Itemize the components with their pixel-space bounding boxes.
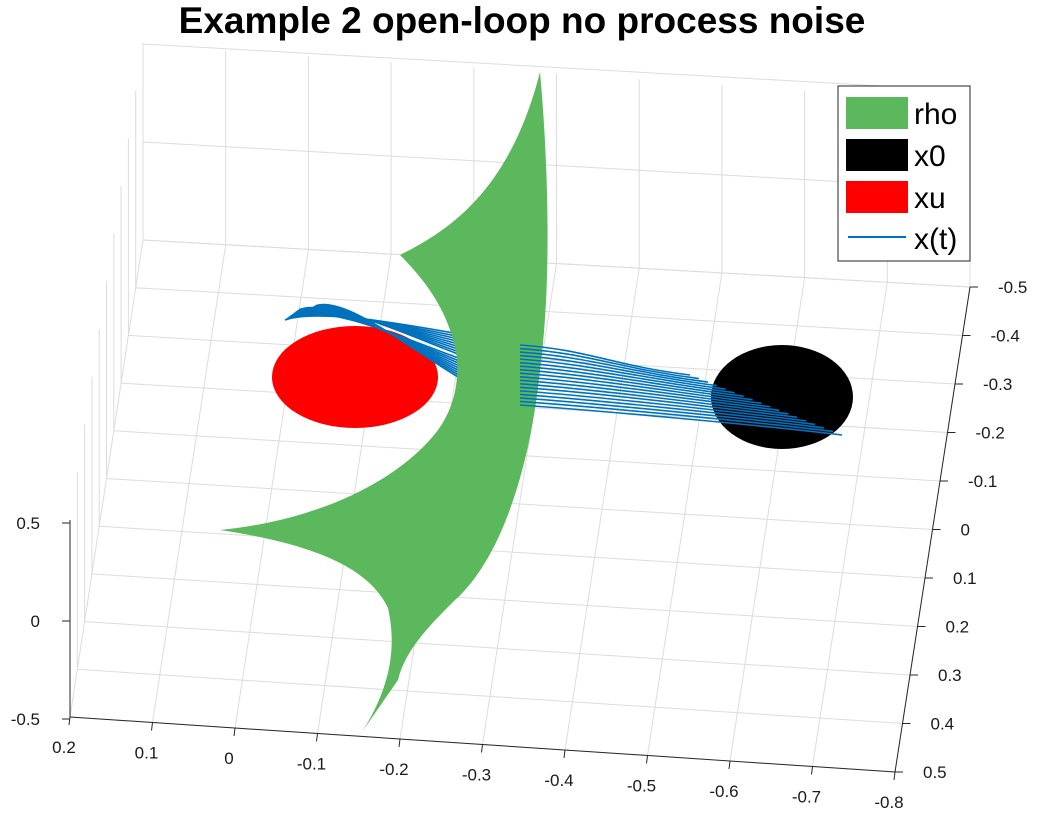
- xu-disk: [272, 326, 438, 428]
- trajectory-line: [519, 347, 700, 380]
- y-tick-label: -0.3: [983, 375, 1012, 394]
- y-tick-label: 0: [961, 521, 970, 540]
- x-tick-label: -0.6: [709, 782, 738, 801]
- x-tick-label: -0.8: [874, 793, 903, 812]
- trajectory-line: [519, 390, 807, 422]
- y-tick-label: 0.4: [931, 715, 955, 734]
- y-tick-label: -0.4: [991, 327, 1020, 346]
- x-tick-mark: [316, 733, 318, 742]
- legend-label-x0: x0: [914, 140, 946, 173]
- x-tick-label: 0: [224, 749, 233, 768]
- floor-grid-line-y: [135, 287, 963, 336]
- x-tick-mark: [233, 727, 236, 737]
- y-axis-ticks: -0.5 -0.4 -0.3 -0.2 -0.1 0 0.1 0.2 0.3 0.4 0.5: [895, 278, 1027, 782]
- trajectory-line: [519, 365, 744, 397]
- trajectory-line: [519, 383, 789, 415]
- floor-grid-line-y: [77, 668, 903, 724]
- x-tick-mark: [398, 738, 401, 748]
- x-tick-mark: [563, 749, 566, 759]
- x-tick-mark: [893, 771, 896, 781]
- y-tick-label: 0.1: [953, 569, 977, 588]
- legend-label-rho: rho: [914, 98, 957, 131]
- y-tick-label: -0.2: [976, 424, 1005, 443]
- floor-grid-line-y: [84, 621, 911, 676]
- x-tick-mark: [728, 760, 731, 770]
- z-axis-ticks: 0.5 0 -0.5: [11, 514, 70, 729]
- x0-disk: [711, 345, 853, 449]
- trajectory-line: [519, 368, 753, 401]
- trajectory-line: [519, 375, 771, 408]
- z-tick-label: 0: [31, 612, 40, 631]
- trajectory-line: [519, 397, 825, 429]
- trajectory-line: [519, 404, 843, 436]
- grid-lines: [69, 43, 971, 773]
- floor-grid-line-y: [91, 573, 918, 627]
- back-wall-grid-line: [142, 239, 971, 288]
- z-tick-label: 0.5: [16, 514, 40, 533]
- trajectory-line: [519, 358, 726, 390]
- trajectory-line: [519, 344, 691, 376]
- trajectory-line: [519, 351, 708, 383]
- x-tick-label: -0.4: [544, 771, 573, 790]
- legend-swatch-xu: [846, 181, 908, 213]
- floor-grid-line-y: [106, 478, 933, 530]
- floor-grid-line-y: [99, 525, 926, 579]
- trajectory-series-front: [519, 344, 843, 436]
- x-tick-label: 0.1: [135, 744, 159, 763]
- x-tick-mark: [151, 722, 153, 731]
- trajectory-line: [519, 354, 717, 387]
- y-tick-label: -0.1: [968, 472, 997, 491]
- x-tick-mark: [811, 766, 813, 775]
- trajectory-line: [519, 400, 834, 433]
- trajectory-line: [519, 372, 762, 405]
- x-tick-mark: [68, 716, 71, 726]
- x-tick-label: 0.2: [52, 738, 76, 757]
- floor-grid-line-y: [113, 430, 941, 482]
- x-tick-label: -0.7: [792, 788, 821, 807]
- y-tick-label: -0.5: [998, 278, 1027, 297]
- rho-surface-series: [220, 72, 548, 732]
- legend-label-xt: x(t): [914, 223, 957, 256]
- legend-label-xu: xu: [914, 182, 946, 215]
- back-wall-grid-line: [142, 43, 971, 92]
- z-tick-label: -0.5: [11, 710, 40, 729]
- legend-swatch-x0: [846, 139, 908, 171]
- y-tick-label: 0.3: [938, 666, 962, 685]
- trajectory-line: [519, 361, 735, 394]
- rho-surface: [220, 72, 548, 732]
- trajectory-line: [519, 379, 780, 412]
- x-tick-label: -0.5: [627, 777, 656, 796]
- trajectory-line: [519, 386, 798, 419]
- y-tick-label: 0.2: [946, 618, 970, 637]
- x0-disk-series: [711, 345, 853, 449]
- legend: rho x0 xu x(t): [837, 85, 971, 262]
- xu-disk-series: [272, 326, 438, 428]
- x-tick-label: -0.3: [462, 766, 491, 785]
- x-tick-label: -0.1: [297, 755, 326, 774]
- back-wall-grid-line: [142, 141, 971, 190]
- trajectory-line: [519, 393, 816, 426]
- legend-swatch-rho: [846, 97, 908, 129]
- x-tick-mark: [646, 755, 648, 764]
- x-tick-mark: [481, 744, 483, 753]
- x-axis-ticks: 0.2 0.1 0 -0.1 -0.2 -0.3 -0.4 -0.5 -0.6 -0.7 -0.8: [52, 716, 904, 812]
- chart-title: Example 2 open-loop no process noise: [179, 0, 866, 41]
- x-tick-label: -0.2: [379, 760, 408, 779]
- y-tick-label: 0.5: [923, 763, 947, 782]
